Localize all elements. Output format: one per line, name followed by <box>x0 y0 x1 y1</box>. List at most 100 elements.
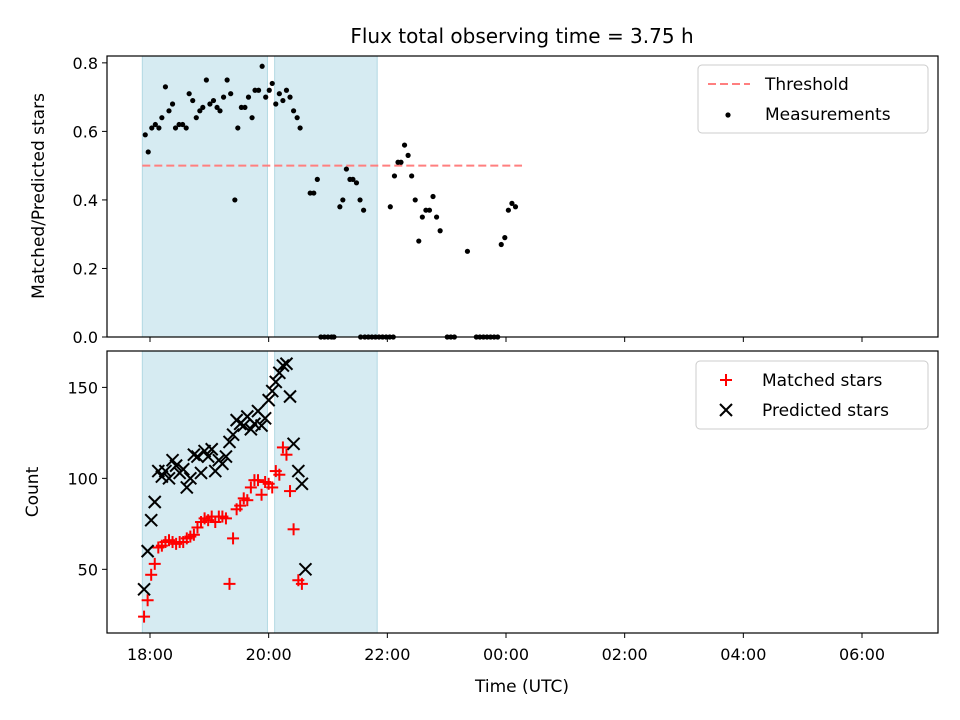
measurement-point <box>210 97 217 104</box>
matched-stars-point <box>223 577 236 590</box>
measurement-point <box>176 121 182 128</box>
matched-stars-point <box>244 481 257 494</box>
measurement-point <box>353 180 360 186</box>
bottom-y-tick-label: 100 <box>67 469 98 488</box>
predicted-stars-point <box>283 389 297 404</box>
bottom-legend: Matched stars Predicted stars <box>695 360 929 430</box>
measurements-legend-swatch <box>725 112 731 118</box>
measurement-point <box>423 207 429 213</box>
measurement-point <box>502 235 508 241</box>
measurement-point <box>252 87 258 93</box>
predicted-stars-point <box>258 411 272 426</box>
predicted-stars-point <box>276 358 290 373</box>
measurement-point <box>405 152 411 158</box>
top-axes-frame <box>106 55 939 338</box>
threshold-legend-label: Threshold <box>764 75 849 95</box>
bottom-legend-box <box>695 360 929 430</box>
matched-stars-point <box>145 568 158 581</box>
bottom-shaded-interval <box>141 350 268 634</box>
predicted-stars-point <box>254 418 269 433</box>
matched-stars-point <box>255 488 268 501</box>
predicted-stars-point <box>148 495 162 509</box>
measurement-point <box>152 121 158 128</box>
predicted-legend-swatch <box>719 403 733 417</box>
measurement-point <box>280 97 286 104</box>
measurement-point <box>145 149 151 155</box>
measurement-point <box>361 207 367 213</box>
matched-stars-point <box>227 532 240 545</box>
predicted-stars-point <box>162 471 176 486</box>
measurement-point <box>401 142 408 148</box>
measurement-point <box>186 91 192 97</box>
measurement-point <box>297 125 303 131</box>
measurement-point <box>416 238 422 244</box>
measurement-point <box>430 193 436 200</box>
matched-stars-point <box>295 577 308 590</box>
predicted-stars-point <box>272 366 287 380</box>
matched-stars-point <box>266 481 279 494</box>
predicted-stars-point <box>204 442 219 456</box>
measurement-point <box>464 248 471 254</box>
measurement-point <box>166 108 172 114</box>
matched-stars-point <box>273 468 286 481</box>
matched-stars-point <box>276 441 289 454</box>
predicted-stars-point <box>176 462 190 476</box>
x-tick-label: 02:00 <box>602 645 648 664</box>
measurement-point <box>307 190 313 196</box>
measurement-point <box>190 97 196 104</box>
measurement-point <box>283 87 290 93</box>
measurement-point <box>433 214 440 220</box>
measurement-point <box>159 115 165 121</box>
predicted-stars-point <box>295 477 309 491</box>
top-legend: Threshold Measurements <box>697 64 929 134</box>
measurement-point <box>228 91 234 97</box>
top-shaded-interval <box>274 55 378 338</box>
measurement-point <box>220 94 227 100</box>
predicted-stars-point <box>180 480 194 495</box>
matched-legend-label: Matched stars <box>762 371 882 391</box>
measurement-point <box>249 115 255 121</box>
measurement-point <box>242 104 248 111</box>
top-y-tick-label: 0.8 <box>73 54 98 73</box>
predicted-stars-point <box>269 375 283 389</box>
matched-stars-point <box>284 485 297 498</box>
predicted-stars-point <box>183 471 198 486</box>
measurement-point <box>207 101 213 107</box>
measurement-point <box>426 207 433 213</box>
x-axis-label: Time (UTC) <box>474 677 569 697</box>
predicted-stars-point <box>265 384 279 398</box>
measurement-point <box>169 101 176 107</box>
measurement-point <box>172 125 179 131</box>
measurement-point <box>505 207 511 213</box>
measurement-point <box>238 104 244 111</box>
measurement-point <box>269 80 275 87</box>
measurement-point <box>214 104 220 111</box>
matched-legend-swatch <box>720 374 732 386</box>
measurement-point <box>156 125 162 131</box>
measurement-point <box>245 94 252 100</box>
top-y-axis-label: Matched/Predicted stars <box>29 93 49 299</box>
top-y-tick-label: 0.6 <box>73 122 98 141</box>
measurement-point <box>232 197 238 203</box>
matched-stars-point <box>138 610 151 623</box>
measurement-point <box>276 91 282 97</box>
predicted-stars-point <box>187 447 201 462</box>
measurement-point <box>266 87 272 93</box>
matched-stars-point <box>251 474 264 487</box>
matched-stars-point <box>280 448 293 461</box>
measurement-point <box>340 197 346 203</box>
measurement-point <box>149 125 155 131</box>
matched-stars-point <box>287 523 300 536</box>
predicted-stars-point <box>144 513 158 527</box>
measurement-point <box>200 104 206 111</box>
predicted-stars-point <box>222 435 237 449</box>
measurement-point <box>273 101 279 107</box>
bottom-y-axis-label: Count <box>23 466 43 517</box>
measurement-point <box>350 176 356 182</box>
measurement-point <box>398 159 404 165</box>
measurement-point <box>409 173 415 179</box>
x-tick-label: 18:00 <box>127 645 173 664</box>
measurement-point <box>162 84 169 90</box>
predicted-stars-point <box>291 464 306 478</box>
predicted-stars-point <box>201 449 215 464</box>
